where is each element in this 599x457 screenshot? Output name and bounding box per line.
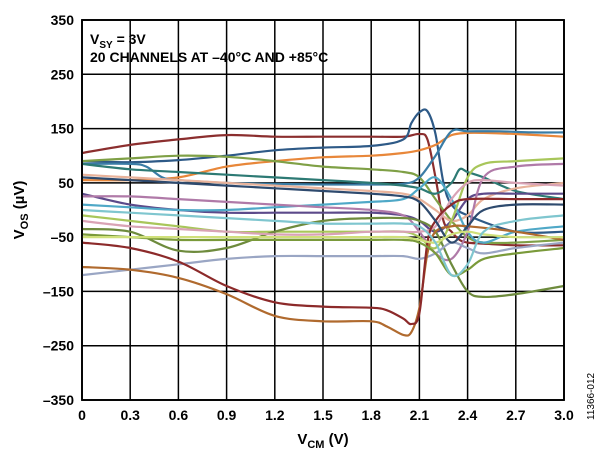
series-line-16 <box>81 197 564 326</box>
y-tick-label: 350 <box>51 12 75 28</box>
x-tick-label: 1.2 <box>265 407 285 423</box>
y-tick-label: 50 <box>58 175 74 191</box>
series-line-14 <box>81 241 565 277</box>
annotation-vsy: VSY = 3V <box>90 31 146 51</box>
figure-id: 11366-012 <box>586 372 597 420</box>
x-tick-label: 0 <box>78 407 86 423</box>
y-tick-label: –250 <box>43 338 74 354</box>
y-tick-label: 250 <box>51 66 75 82</box>
x-tick-label: 0.3 <box>120 407 140 423</box>
x-tick-label: 0.6 <box>169 407 189 423</box>
y-axis-title: VOS (µV) <box>11 181 31 240</box>
series-line-7 <box>81 173 565 223</box>
y-tick-label: –50 <box>51 229 75 245</box>
series-line-17 <box>81 233 565 277</box>
y-tick-label: –350 <box>43 392 74 408</box>
series-line-6 <box>81 162 565 201</box>
series-line-20 <box>81 208 565 278</box>
x-tick-label: 1.5 <box>313 407 333 423</box>
x-tick-label: 2.7 <box>506 407 526 423</box>
y-tick-labels: 350 250 150 50 –50 –150 –250 –350 <box>43 12 74 408</box>
x-tick-label: 1.8 <box>361 407 381 423</box>
series-line-19 <box>82 230 565 244</box>
x-axis-title: VCM (V) <box>297 431 348 451</box>
series-line-10 <box>81 162 565 262</box>
x-tick-label: 2.1 <box>410 407 430 423</box>
x-tick-label: 0.9 <box>217 407 237 423</box>
series-line-13 <box>81 178 565 236</box>
y-tick-label: 150 <box>51 121 75 137</box>
series-line-15 <box>81 224 565 337</box>
series-line-18 <box>81 176 565 244</box>
series-line-5 <box>81 128 565 186</box>
series-line-1 <box>81 132 565 247</box>
x-tick-labels: 0 0.3 0.6 0.9 1.2 1.5 1.8 2.1 2.4 2.7 3.0 <box>78 407 574 423</box>
y-tick-label: –150 <box>43 283 74 299</box>
plot-frame-top <box>81 19 565 401</box>
series-line-12 <box>81 216 565 299</box>
x-tick-label: 2.4 <box>458 407 478 423</box>
annotation-channels: 20 CHANNELS AT –40°C AND +85°C <box>90 49 328 65</box>
series-lines <box>81 108 565 337</box>
series-line-3 <box>81 131 565 182</box>
x-tick-label: 3.0 <box>554 407 574 423</box>
